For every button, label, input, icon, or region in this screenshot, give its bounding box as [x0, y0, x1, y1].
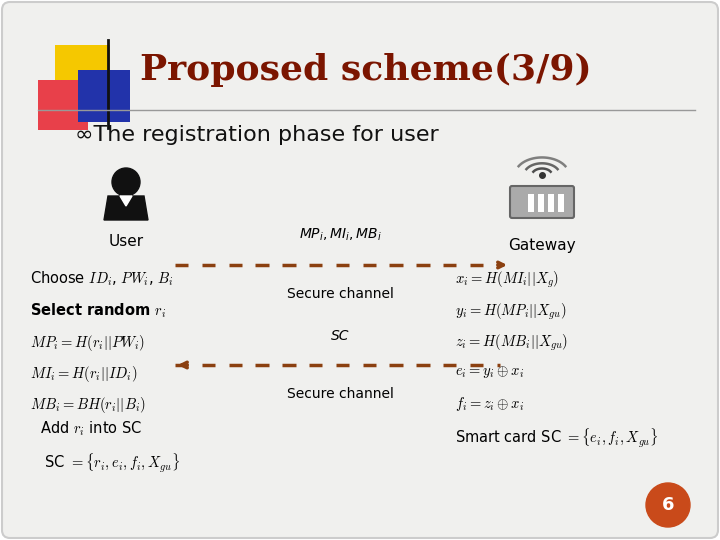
- Polygon shape: [104, 196, 148, 220]
- Text: Choose $ID_i$, $PW_i$, $B_i$: Choose $ID_i$, $PW_i$, $B_i$: [30, 270, 174, 288]
- Circle shape: [112, 168, 140, 196]
- Text: 6: 6: [662, 496, 674, 514]
- Text: Select random $r_i$: Select random $r_i$: [30, 301, 166, 320]
- FancyBboxPatch shape: [510, 186, 574, 218]
- Text: $e_i = y_i \oplus x_i$: $e_i = y_i \oplus x_i$: [455, 364, 524, 380]
- Text: Smart card SC $= \{e_i, f_i, X_{gu}\}$: Smart card SC $= \{e_i, f_i, X_{gu}\}$: [455, 427, 659, 450]
- Text: $z_i = H(MB_i||X_{gu})$: $z_i = H(MB_i||X_{gu})$: [455, 333, 568, 353]
- Bar: [548, 194, 554, 212]
- Text: SC: SC: [330, 329, 349, 343]
- Text: $MP_i = H(r_i||PW_i)$: $MP_i = H(r_i||PW_i)$: [30, 333, 145, 353]
- Text: $y_i = H(MP_i||X_{gu})$: $y_i = H(MP_i||X_{gu})$: [455, 301, 567, 322]
- Text: $f_i = z_i \oplus x_i$: $f_i = z_i \oplus x_i$: [455, 395, 524, 413]
- Bar: [558, 194, 564, 212]
- Bar: [55, 45, 110, 100]
- Text: $x_i = H(MI_i||X_g)$: $x_i = H(MI_i||X_g)$: [455, 270, 559, 291]
- Text: $MI_i = H(r_i||ID_i)$: $MI_i = H(r_i||ID_i)$: [30, 364, 138, 384]
- Bar: [538, 194, 544, 212]
- Circle shape: [646, 483, 690, 527]
- Bar: [528, 194, 534, 212]
- Text: $MB_i = BH(r_i||B_i)$: $MB_i = BH(r_i||B_i)$: [30, 395, 145, 415]
- Bar: [38, 80, 88, 130]
- Text: User: User: [109, 234, 143, 249]
- Bar: [78, 70, 130, 122]
- Text: SC $= \{r_i, e_i, f_i, X_{gu}\}$: SC $= \{r_i, e_i, f_i, X_{gu}\}$: [40, 451, 180, 475]
- Text: ∞The registration phase for user: ∞The registration phase for user: [75, 125, 438, 145]
- Text: $MP_i, MI_i, MB_i$: $MP_i, MI_i, MB_i$: [299, 227, 382, 243]
- Text: Add $r_i$ into SC: Add $r_i$ into SC: [40, 420, 143, 438]
- Text: Secure channel: Secure channel: [287, 387, 393, 401]
- Text: Gateway: Gateway: [508, 238, 576, 253]
- Text: Proposed scheme(3/9): Proposed scheme(3/9): [140, 53, 592, 87]
- Text: Secure channel: Secure channel: [287, 287, 393, 301]
- Polygon shape: [120, 196, 132, 206]
